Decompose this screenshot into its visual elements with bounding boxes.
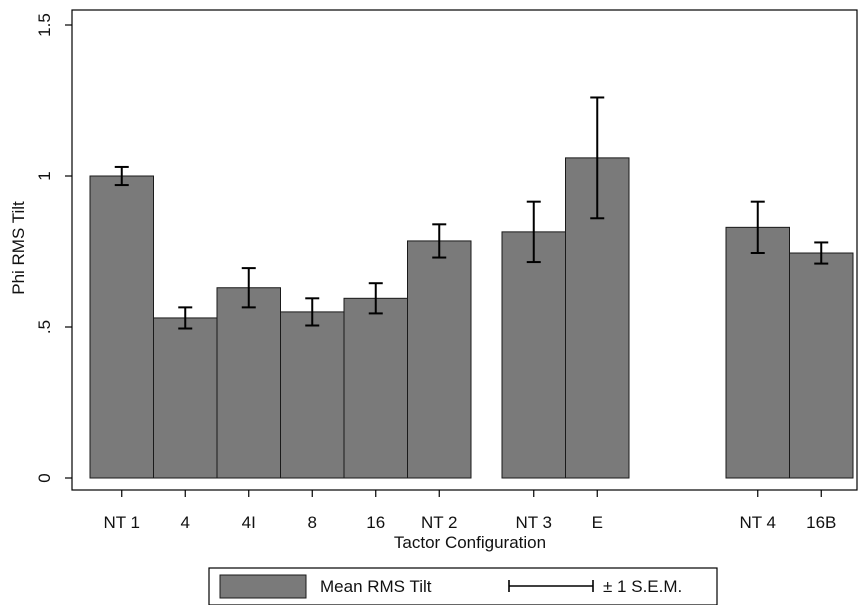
legend-bar-label: Mean RMS Tilt [320,577,432,596]
legend-errorbar-symbol [508,580,594,592]
x-tick-label: 16B [806,513,836,532]
y-tick-label: 0 [35,473,54,482]
bar [725,226,790,479]
bar [280,311,345,479]
error-bars-layer [114,96,829,330]
x-tick-label: NT 1 [103,513,140,532]
bars-layer [89,157,854,479]
plot-frame [71,9,858,491]
x-axis-title: Tactor Configuration [394,533,546,552]
x-tick-label: 16 [366,513,385,532]
bar [407,240,472,479]
x-tick-label: 8 [308,513,317,532]
plot-border [71,9,858,491]
legend: Mean RMS Tilt ± 1 S.E.M. [208,567,718,605]
bar [343,297,408,479]
x-tick-label: 4 [181,513,190,532]
x-tick-label: NT 3 [515,513,552,532]
bar [789,252,854,479]
bar [89,175,154,479]
y-tick-label: 1 [35,171,54,180]
legend-bar-swatch [219,574,307,599]
bar [216,287,281,479]
y-tick-label: .5 [35,320,54,334]
x-axis: NT 1 4 4I 8 16 NT 2 NT 3 E NT 4 16B [103,490,836,532]
y-axis-title: Phi RMS Tilt [9,201,28,295]
bar [501,231,566,479]
legend-errorbar-label: ± 1 S.E.M. [603,577,682,596]
bar [153,317,218,479]
y-axis: 0 .5 1 1.5 [35,13,72,483]
x-tick-label: 4I [242,513,256,532]
x-tick-label: E [592,513,603,532]
x-tick-label: NT 4 [739,513,776,532]
y-tick-label: 1.5 [35,13,54,37]
x-tick-label: NT 2 [421,513,458,532]
